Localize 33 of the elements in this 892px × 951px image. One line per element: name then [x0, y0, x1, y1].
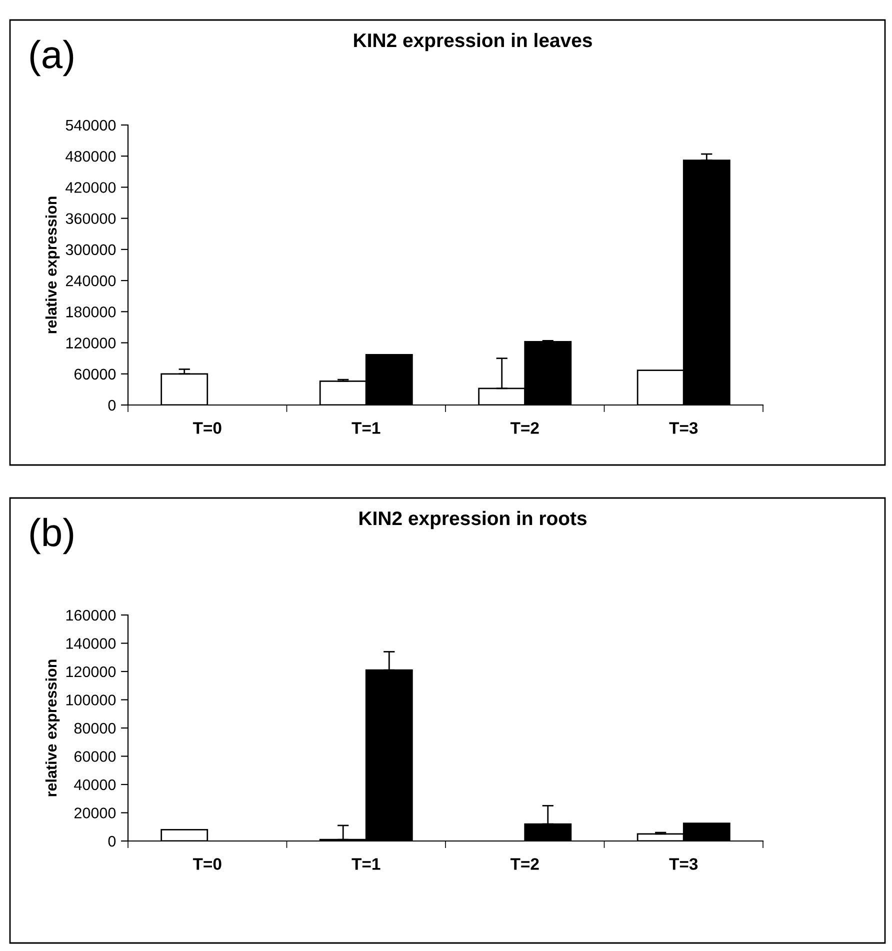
y-tick-label: 540000: [66, 120, 116, 131]
y-tick-label: 360000: [66, 213, 116, 224]
y-tick-label: 120000: [66, 666, 116, 678]
y-tick-label: 140000: [66, 638, 116, 649]
y-tick-label: 120000: [66, 338, 116, 348]
y-tick-label: 0: [108, 400, 116, 411]
text: (b): [30, 518, 74, 554]
y-tick-label: 20000: [74, 808, 116, 818]
x-tick-label: T=1: [352, 858, 380, 870]
x-tick-label: T=1: [352, 422, 380, 434]
y-tick-label: 480000: [66, 150, 116, 162]
y-tick-label: 60000: [74, 368, 116, 380]
x-tick-label: T=0: [192, 858, 222, 870]
y-tick-label: 240000: [66, 275, 116, 286]
x-tick-label: T=0: [192, 422, 222, 434]
x-tick-label: T=2: [510, 858, 539, 870]
y-tick-label: 420000: [66, 182, 116, 193]
x-tick-label: T=3: [669, 858, 698, 870]
y-tick-label: 100000: [66, 694, 116, 706]
y-axis-title: relative expression: [45, 660, 60, 796]
chart-title: KIN2 expression in leaves: [354, 32, 592, 52]
text: (a): [30, 40, 74, 76]
y-tick-label: 160000: [66, 610, 116, 621]
chart-title: KIN2 expression in roots: [360, 510, 587, 530]
y-tick-label: 40000: [74, 779, 116, 790]
y-tick-label: 0: [108, 836, 116, 847]
y-tick-label: 60000: [74, 751, 116, 762]
x-tick-label: T=2: [510, 422, 539, 434]
y-axis-title: relative expression: [45, 196, 60, 334]
y-tick-label: 180000: [66, 306, 116, 318]
y-tick-label: 80000: [74, 722, 116, 734]
x-tick-label: T=3: [669, 422, 698, 434]
y-tick-label: 300000: [66, 244, 116, 256]
